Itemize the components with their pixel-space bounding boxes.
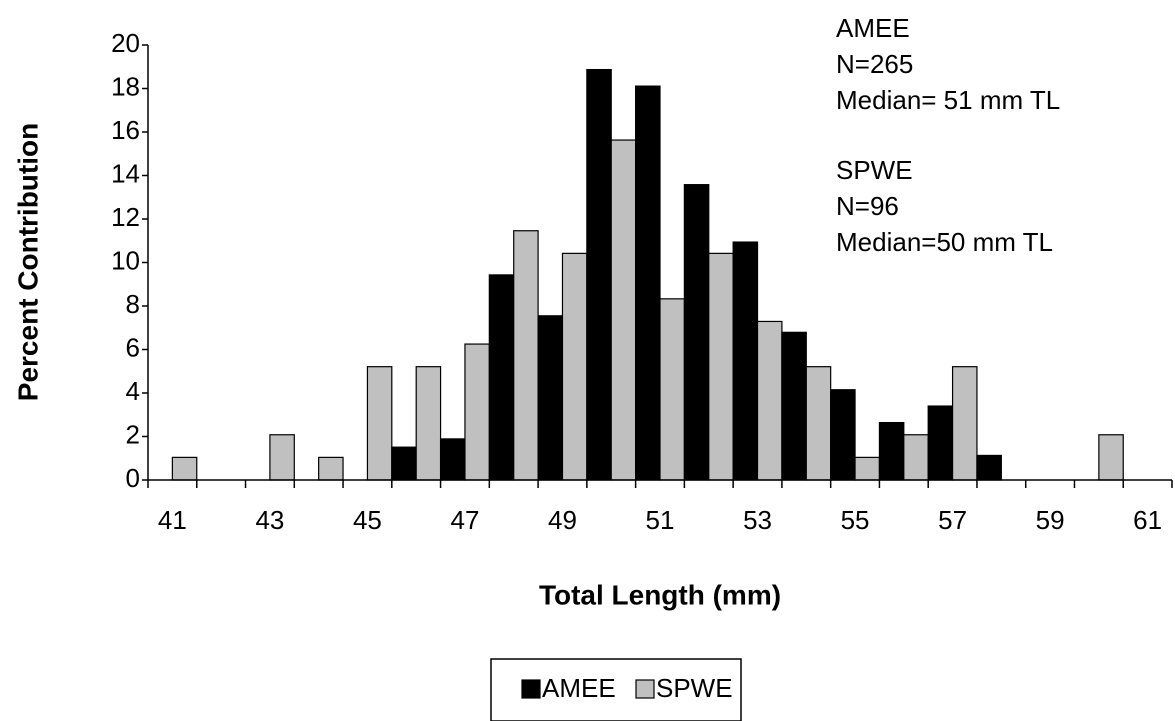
x-tick-label: 51 xyxy=(646,505,675,535)
annotation: AMEE xyxy=(836,13,910,43)
legend-label: AMEE xyxy=(542,673,616,703)
x-axis-label: Total Length (mm) xyxy=(539,579,781,610)
bar xyxy=(927,405,954,481)
bar xyxy=(756,320,783,481)
y-tick-label: 14 xyxy=(111,158,140,188)
bar xyxy=(878,421,905,481)
annotation: N=96 xyxy=(836,191,899,221)
bar xyxy=(586,68,612,481)
x-tick-label: 55 xyxy=(841,505,870,535)
y-tick-label: 6 xyxy=(126,332,140,362)
bar xyxy=(269,434,295,481)
bar xyxy=(391,446,417,481)
x-tick-label: 45 xyxy=(353,505,382,535)
x-tick-label: 59 xyxy=(1036,505,1065,535)
bar xyxy=(781,331,807,481)
x-tick-label: 53 xyxy=(743,505,772,535)
y-tick-label: 10 xyxy=(111,245,140,275)
bar xyxy=(366,366,393,481)
annotation: N=265 xyxy=(836,49,913,79)
legend-swatch xyxy=(521,679,541,699)
x-tick-label: 49 xyxy=(548,505,577,535)
bar xyxy=(610,139,637,481)
bar xyxy=(537,315,564,481)
bar xyxy=(561,252,588,481)
bar xyxy=(951,366,978,481)
bar xyxy=(903,434,929,481)
annotation: SPWE xyxy=(836,155,913,185)
annotation: Median=50 mm TL xyxy=(836,227,1053,257)
bar xyxy=(683,184,710,481)
bar xyxy=(854,456,881,481)
x-tick-label: 47 xyxy=(450,505,479,535)
bar xyxy=(1098,434,1124,481)
bar xyxy=(439,438,466,481)
y-tick-label: 2 xyxy=(126,419,140,449)
x-tick-label: 41 xyxy=(158,505,187,535)
y-tick-label: 20 xyxy=(111,28,140,58)
legend-label: SPWE xyxy=(656,673,733,703)
bar xyxy=(488,274,515,481)
y-tick-label: 8 xyxy=(126,289,140,319)
y-axis-label: Percent Contribution xyxy=(12,123,43,401)
bar xyxy=(805,366,832,481)
bar xyxy=(732,241,759,481)
bar xyxy=(464,343,490,481)
bar xyxy=(513,230,539,481)
legend-box xyxy=(490,658,742,721)
x-tick-label: 61 xyxy=(1133,505,1162,535)
bar xyxy=(318,456,344,481)
y-tick-label: 0 xyxy=(126,463,140,493)
x-tick-label: 43 xyxy=(255,505,284,535)
bar xyxy=(830,389,856,481)
y-tick-label: 18 xyxy=(111,71,140,101)
y-tick-label: 12 xyxy=(111,202,140,232)
x-tick-label: 57 xyxy=(938,505,967,535)
bar xyxy=(415,366,442,481)
y-tick-label: 4 xyxy=(126,376,140,406)
bar xyxy=(659,298,685,481)
bar xyxy=(976,454,1002,481)
bar xyxy=(171,456,198,481)
bar xyxy=(635,85,661,481)
legend-swatch xyxy=(635,679,655,699)
annotation: Median= 51 mm TL xyxy=(836,85,1060,115)
y-tick-label: 16 xyxy=(111,115,140,145)
bar xyxy=(708,252,734,481)
